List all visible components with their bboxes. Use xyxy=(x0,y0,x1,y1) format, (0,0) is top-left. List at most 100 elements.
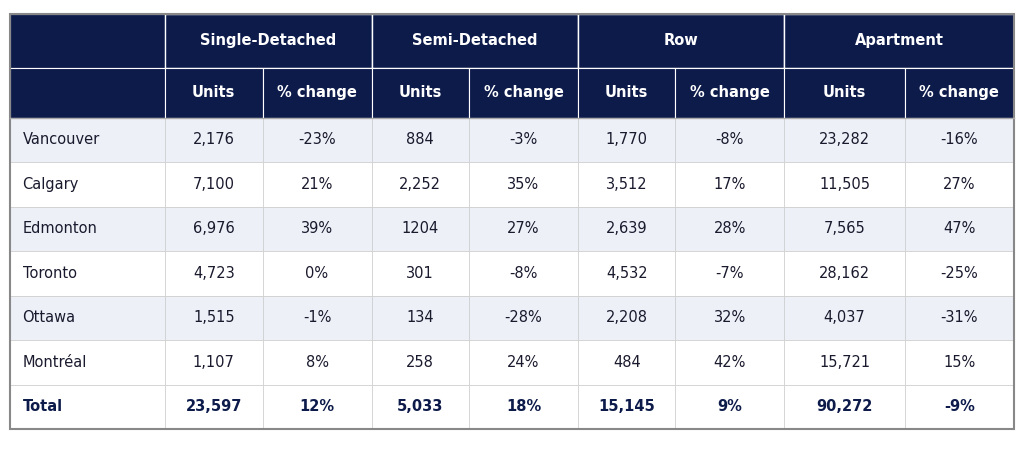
Bar xyxy=(372,207,469,251)
Text: 301: 301 xyxy=(407,266,434,281)
Bar xyxy=(372,162,469,207)
Bar xyxy=(905,118,1014,162)
Text: 4,037: 4,037 xyxy=(823,310,865,325)
Bar xyxy=(165,385,262,429)
Bar xyxy=(372,118,469,162)
Text: Units: Units xyxy=(398,85,442,100)
Text: Vancouver: Vancouver xyxy=(23,132,99,147)
Bar xyxy=(676,162,784,207)
Bar xyxy=(905,162,1014,207)
Text: 484: 484 xyxy=(612,355,641,370)
Bar xyxy=(262,207,372,251)
Bar xyxy=(262,68,372,118)
Text: -25%: -25% xyxy=(940,266,978,281)
Bar xyxy=(578,251,676,296)
Bar xyxy=(784,340,905,385)
Bar xyxy=(784,162,905,207)
Bar xyxy=(262,340,372,385)
Text: Units: Units xyxy=(823,85,866,100)
Bar xyxy=(469,68,578,118)
Text: 35%: 35% xyxy=(508,177,540,192)
Text: Total: Total xyxy=(23,399,62,414)
Bar xyxy=(372,340,469,385)
Bar xyxy=(905,340,1014,385)
Text: 2,208: 2,208 xyxy=(605,310,648,325)
Text: 5,033: 5,033 xyxy=(397,399,443,414)
Text: 15%: 15% xyxy=(943,355,976,370)
Text: 15,145: 15,145 xyxy=(598,399,655,414)
Bar xyxy=(165,340,262,385)
Bar xyxy=(469,118,578,162)
Text: Single-Detached: Single-Detached xyxy=(200,34,337,48)
Text: 1,515: 1,515 xyxy=(193,310,234,325)
Text: 23,282: 23,282 xyxy=(819,132,870,147)
Bar xyxy=(262,296,372,340)
Text: 134: 134 xyxy=(407,310,434,325)
Text: -8%: -8% xyxy=(509,266,538,281)
Bar xyxy=(784,385,905,429)
Text: 2,639: 2,639 xyxy=(606,221,647,236)
Bar xyxy=(905,385,1014,429)
Bar xyxy=(10,251,165,296)
Text: 28,162: 28,162 xyxy=(819,266,870,281)
Text: 47%: 47% xyxy=(943,221,976,236)
Bar xyxy=(10,207,165,251)
Text: 15,721: 15,721 xyxy=(819,355,870,370)
Text: Edmonton: Edmonton xyxy=(23,221,97,236)
Text: 27%: 27% xyxy=(507,221,540,236)
Bar xyxy=(165,14,372,68)
Bar xyxy=(10,296,165,340)
Bar xyxy=(372,296,469,340)
Text: 4,532: 4,532 xyxy=(606,266,647,281)
Bar xyxy=(578,162,676,207)
Text: 28%: 28% xyxy=(714,221,746,236)
Text: 9%: 9% xyxy=(718,399,742,414)
Bar xyxy=(10,14,165,68)
Text: 8%: 8% xyxy=(305,355,329,370)
Text: 21%: 21% xyxy=(301,177,333,192)
Text: 90,272: 90,272 xyxy=(816,399,872,414)
Bar xyxy=(784,118,905,162)
Bar xyxy=(905,207,1014,251)
Bar xyxy=(905,68,1014,118)
Text: Semi-Detached: Semi-Detached xyxy=(412,34,538,48)
Bar xyxy=(784,207,905,251)
Text: 884: 884 xyxy=(407,132,434,147)
Text: Montréal: Montréal xyxy=(23,355,87,370)
Bar xyxy=(165,296,262,340)
Bar xyxy=(784,68,905,118)
Bar xyxy=(165,251,262,296)
Text: Toronto: Toronto xyxy=(23,266,77,281)
Text: % change: % change xyxy=(278,85,357,100)
Text: -9%: -9% xyxy=(944,399,975,414)
Bar xyxy=(469,296,578,340)
Bar xyxy=(578,340,676,385)
Text: 7,100: 7,100 xyxy=(193,177,234,192)
Text: 2,252: 2,252 xyxy=(399,177,441,192)
Text: -7%: -7% xyxy=(716,266,744,281)
Text: 12%: 12% xyxy=(299,399,335,414)
Bar xyxy=(372,385,469,429)
Text: 1,107: 1,107 xyxy=(193,355,234,370)
Bar xyxy=(10,68,165,118)
Text: Calgary: Calgary xyxy=(23,177,79,192)
Bar xyxy=(578,385,676,429)
Bar xyxy=(676,296,784,340)
Text: 39%: 39% xyxy=(301,221,333,236)
Bar xyxy=(262,385,372,429)
Text: Units: Units xyxy=(605,85,648,100)
Bar xyxy=(165,162,262,207)
Bar xyxy=(578,207,676,251)
Bar xyxy=(10,118,165,162)
Text: Units: Units xyxy=(193,85,236,100)
Bar xyxy=(10,162,165,207)
Text: -8%: -8% xyxy=(716,132,744,147)
Bar xyxy=(578,14,784,68)
Text: -23%: -23% xyxy=(298,132,336,147)
Text: 17%: 17% xyxy=(714,177,746,192)
Bar xyxy=(262,118,372,162)
Text: 23,597: 23,597 xyxy=(185,399,242,414)
Text: 24%: 24% xyxy=(507,355,540,370)
Text: 1204: 1204 xyxy=(401,221,439,236)
Bar xyxy=(372,251,469,296)
